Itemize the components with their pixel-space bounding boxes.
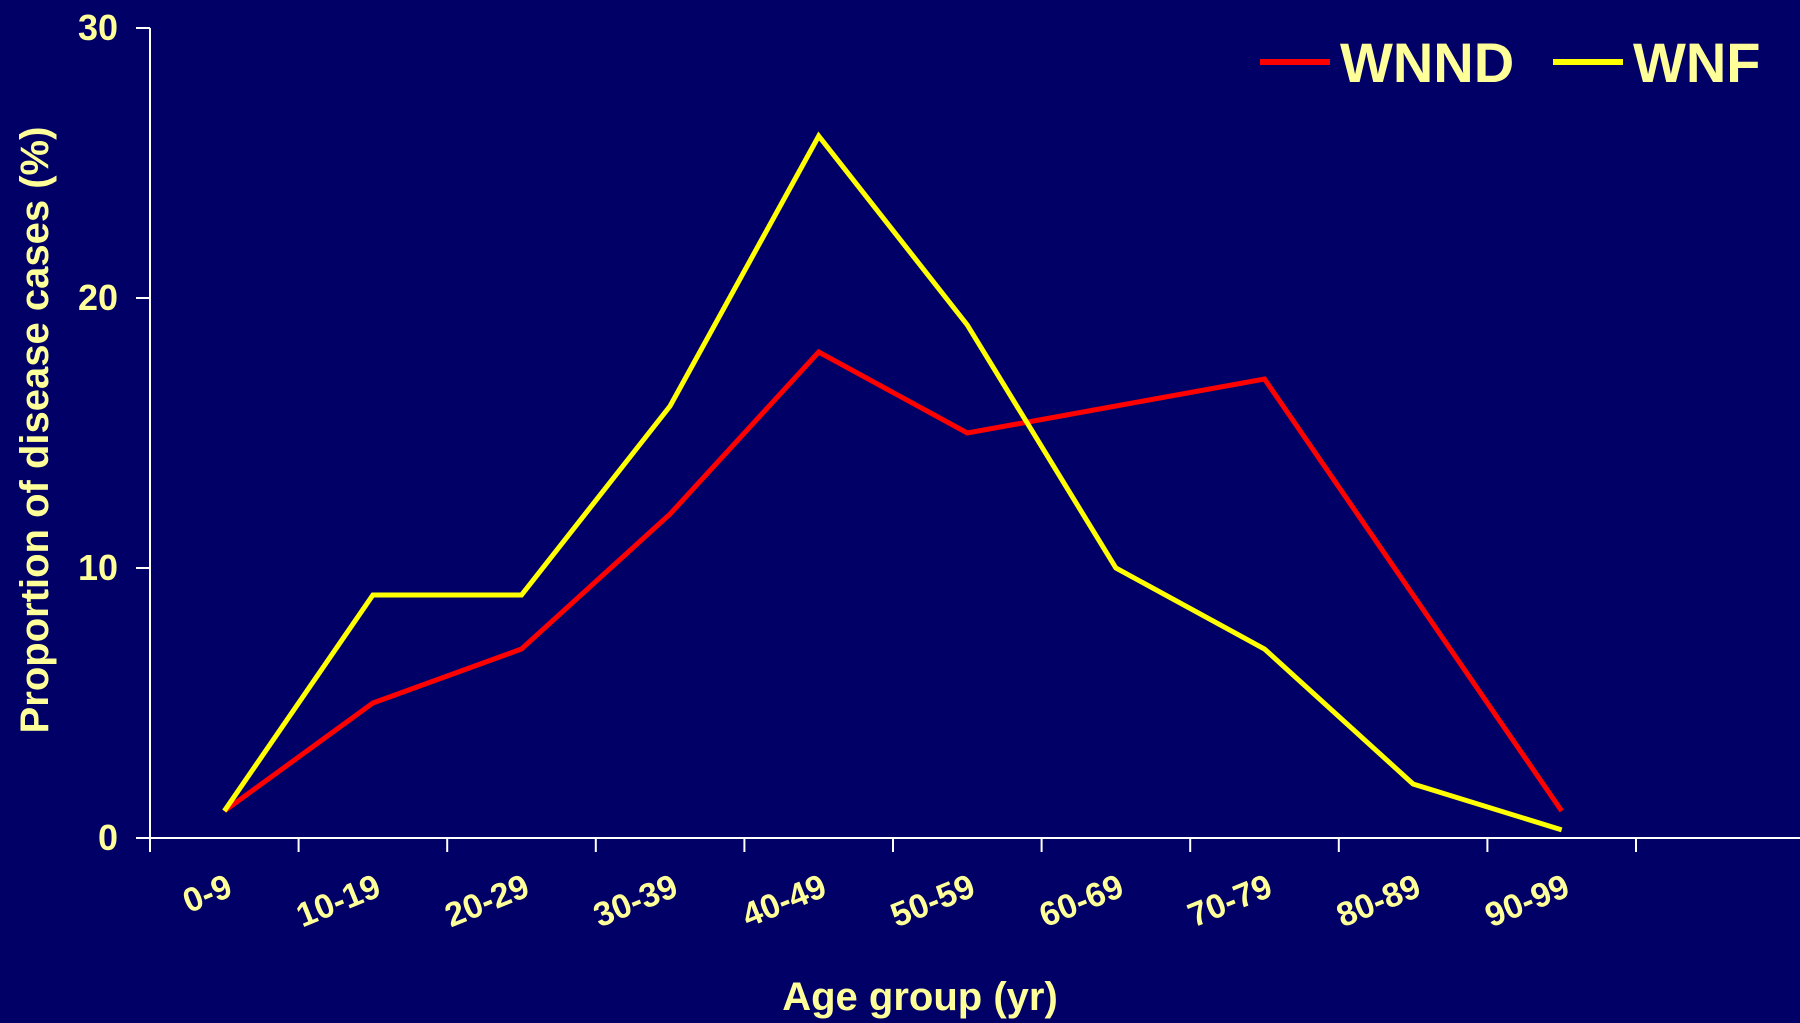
y-tick-label: 30 [78,7,118,48]
x-tick-label: 0-9 [177,867,237,921]
y-tick-label: 10 [78,547,118,588]
x-tick-label: 50-59 [885,867,980,935]
x-tick-label: 70-79 [1183,867,1278,935]
x-tick-label: 10-19 [291,867,386,935]
plot-area [149,28,1800,839]
x-axis-title: Age group (yr) [782,975,1058,1019]
x-tick-label: 20-29 [440,867,535,935]
legend-label-wnnd: WNND [1340,31,1514,94]
series-line-wnf [222,131,1563,833]
series-line-wnnd [222,348,1564,814]
x-tick-label: 30-39 [588,867,683,935]
y-tick-label: 20 [78,277,118,318]
y-axis-ticks: 0 10 20 30 [78,7,150,858]
y-tick-label: 0 [98,817,118,858]
x-tick-label: 80-89 [1331,867,1426,935]
legend-label-wnf: WNF [1633,31,1761,94]
y-axis-title: Proportion of disease cases (%) [13,127,57,734]
x-tick-label: 90-99 [1480,867,1575,935]
legend: WNND WNF [1260,31,1761,94]
x-tick-label: 60-69 [1034,867,1129,935]
series-lines [222,131,1564,833]
x-axis-ticks: 0-9 10-19 20-29 30-39 40-49 50-59 60-69 70-79 80… [149,838,1637,935]
x-tick-label: 40-49 [737,867,832,935]
